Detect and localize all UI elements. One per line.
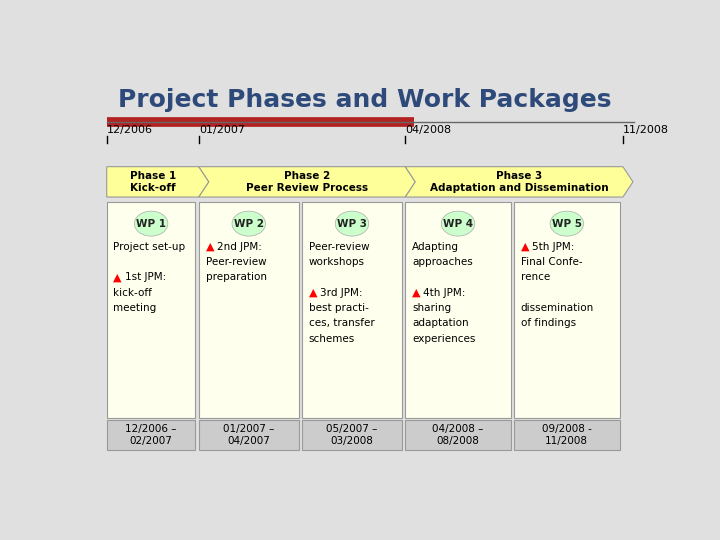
Text: rence: rence xyxy=(521,272,550,282)
Circle shape xyxy=(336,211,369,236)
Text: meeting: meeting xyxy=(114,303,157,313)
Text: WP 3: WP 3 xyxy=(337,219,367,228)
FancyBboxPatch shape xyxy=(405,420,510,450)
Text: of findings: of findings xyxy=(521,319,576,328)
FancyBboxPatch shape xyxy=(514,202,619,418)
Text: ▲: ▲ xyxy=(309,288,318,298)
Text: Project set-up: Project set-up xyxy=(114,241,186,252)
Text: ▲: ▲ xyxy=(205,241,214,252)
Text: Final Confe-: Final Confe- xyxy=(521,257,582,267)
Text: Peer-review: Peer-review xyxy=(309,241,369,252)
Text: dissemination: dissemination xyxy=(521,303,594,313)
Circle shape xyxy=(135,211,168,236)
Text: Project Phases and Work Packages: Project Phases and Work Packages xyxy=(118,87,611,112)
Text: Phase 2
Peer Review Process: Phase 2 Peer Review Process xyxy=(246,171,368,193)
FancyBboxPatch shape xyxy=(199,202,299,418)
Text: 2nd JPM:: 2nd JPM: xyxy=(217,241,261,252)
Polygon shape xyxy=(405,167,633,197)
Text: Adapting: Adapting xyxy=(412,241,459,252)
FancyBboxPatch shape xyxy=(107,420,195,450)
Text: ces, transfer: ces, transfer xyxy=(309,319,374,328)
Text: ▲: ▲ xyxy=(412,288,420,298)
Circle shape xyxy=(232,211,266,236)
Text: ▲: ▲ xyxy=(521,241,529,252)
Text: 12/2006: 12/2006 xyxy=(107,125,153,135)
Text: 3rd JPM:: 3rd JPM: xyxy=(320,288,362,298)
FancyBboxPatch shape xyxy=(107,202,195,418)
Text: 1st JPM:: 1st JPM: xyxy=(125,272,166,282)
Text: best practi-: best practi- xyxy=(309,303,369,313)
FancyBboxPatch shape xyxy=(405,202,510,418)
Text: workshops: workshops xyxy=(309,257,365,267)
Text: 11/2008: 11/2008 xyxy=(623,125,669,135)
Text: sharing: sharing xyxy=(412,303,451,313)
FancyBboxPatch shape xyxy=(302,420,402,450)
Text: WP 5: WP 5 xyxy=(552,219,582,228)
Text: experiences: experiences xyxy=(412,334,475,344)
Text: 04/2008: 04/2008 xyxy=(405,125,451,135)
Text: 01/2007 –
04/2007: 01/2007 – 04/2007 xyxy=(223,424,274,446)
Text: 5th JPM:: 5th JPM: xyxy=(532,241,575,252)
Text: 09/2008 -
11/2008: 09/2008 - 11/2008 xyxy=(542,424,592,446)
Circle shape xyxy=(550,211,583,236)
Text: 04/2008 –
08/2008: 04/2008 – 08/2008 xyxy=(432,424,484,446)
Text: 4th JPM:: 4th JPM: xyxy=(423,288,466,298)
Text: 01/2007: 01/2007 xyxy=(199,125,245,135)
Polygon shape xyxy=(107,167,209,197)
Text: ▲: ▲ xyxy=(114,272,122,282)
FancyBboxPatch shape xyxy=(514,420,619,450)
Text: kick-off: kick-off xyxy=(114,288,153,298)
Text: Phase 1
Kick-off: Phase 1 Kick-off xyxy=(130,171,176,193)
Text: 05/2007 –
03/2008: 05/2007 – 03/2008 xyxy=(326,424,378,446)
Circle shape xyxy=(441,211,474,236)
Text: schemes: schemes xyxy=(309,334,355,344)
Text: WP 2: WP 2 xyxy=(234,219,264,228)
Text: 12/2006 –
02/2007: 12/2006 – 02/2007 xyxy=(125,424,177,446)
Text: Phase 3
Adaptation and Dissemination: Phase 3 Adaptation and Dissemination xyxy=(430,171,608,193)
FancyBboxPatch shape xyxy=(302,202,402,418)
FancyBboxPatch shape xyxy=(199,420,299,450)
Text: Peer-review: Peer-review xyxy=(205,257,266,267)
Polygon shape xyxy=(199,167,415,197)
Text: adaptation: adaptation xyxy=(412,319,469,328)
Text: preparation: preparation xyxy=(205,272,266,282)
Text: WP 1: WP 1 xyxy=(136,219,166,228)
Text: WP 4: WP 4 xyxy=(443,219,473,228)
Text: approaches: approaches xyxy=(412,257,473,267)
